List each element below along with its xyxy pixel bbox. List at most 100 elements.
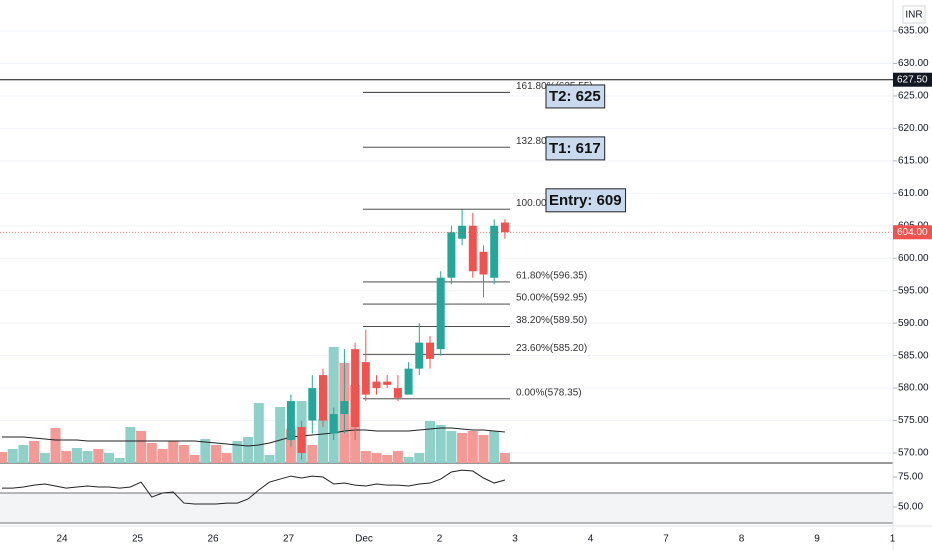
volume-bar — [211, 445, 221, 463]
candle-body — [286, 401, 295, 441]
currency-box — [902, 5, 926, 24]
fib-label: 38.20%(589.50) — [516, 315, 587, 326]
rsi-tick-label: 50.00 — [898, 502, 923, 513]
hline-price-label: 627.50 — [897, 74, 928, 85]
x-tick-label: Dec — [355, 534, 373, 545]
volume-bar — [29, 441, 40, 463]
volume-bar — [125, 427, 136, 463]
y-tick-label: 600.00 — [898, 253, 929, 264]
annotation-label: T1: 617 — [549, 140, 601, 157]
candle-body — [404, 368, 413, 395]
annotation-box — [545, 136, 606, 161]
candle-body — [426, 342, 434, 359]
x-tick-label: 1 — [890, 534, 896, 545]
candle-body — [436, 277, 445, 350]
volume-bar — [457, 433, 468, 463]
hline-price-box — [893, 72, 932, 87]
y-tick-label: 595.00 — [898, 285, 929, 296]
y-tick-label: 625.00 — [898, 91, 929, 102]
y-tick-label: 570.00 — [898, 448, 929, 459]
volume-bar — [446, 431, 457, 463]
volume-bar — [414, 453, 425, 463]
volume-bar — [467, 431, 478, 463]
volume-bar — [71, 448, 82, 463]
x-tick-label: 9 — [814, 534, 820, 545]
volume-bar — [146, 443, 157, 463]
candle-body — [308, 388, 317, 421]
rsi-line — [2, 469, 506, 505]
x-tick-label: 3 — [512, 534, 518, 545]
x-tick-label: 2 — [437, 534, 443, 545]
volume-bar — [489, 431, 500, 463]
volume-bar — [178, 445, 189, 463]
volume-bar — [478, 435, 489, 463]
volume-bar — [253, 403, 264, 463]
volume-bar — [157, 449, 168, 463]
volume-bar — [221, 453, 232, 463]
volume-ma-line — [2, 427, 505, 447]
x-tick-label: 7 — [663, 534, 669, 545]
candle-body — [447, 232, 456, 278]
volume-bar — [318, 419, 328, 463]
annotation-label: Entry: 609 — [549, 192, 622, 209]
volume-bar — [18, 445, 29, 463]
volume-bar — [360, 451, 371, 463]
currency: INR — [905, 10, 922, 21]
y-tick-label: 635.00 — [898, 26, 929, 37]
candle-body — [383, 381, 392, 385]
volume-bar — [243, 437, 254, 463]
volume-bar — [50, 428, 61, 463]
candle-body — [479, 251, 488, 275]
volume-bar — [93, 449, 104, 463]
volume-bar — [189, 455, 200, 463]
volume-bar — [168, 441, 179, 463]
volume-bar — [275, 407, 286, 463]
last-price-label: 604.00 — [897, 227, 928, 238]
volume-bar — [61, 451, 72, 463]
x-tick-label: 25 — [132, 534, 144, 545]
fib-label: 0.00%(578.35) — [516, 387, 582, 398]
candle-body — [393, 388, 402, 398]
volume-bar — [435, 425, 446, 463]
y-tick-label: 580.00 — [898, 383, 929, 394]
candle-body — [351, 349, 360, 428]
volume-bar — [136, 431, 147, 463]
fib-label: 50.00%(592.95) — [516, 293, 587, 304]
candle-body — [329, 414, 338, 434]
candle-body — [500, 222, 509, 233]
y-tick-label: 630.00 — [898, 58, 929, 69]
candle-body — [415, 342, 424, 369]
volume-bar — [382, 455, 393, 463]
candle-body — [372, 381, 381, 389]
volume-bar — [82, 451, 93, 463]
y-tick-label: 610.00 — [898, 188, 929, 199]
volume-bar — [328, 347, 339, 463]
volume-bar — [403, 457, 414, 463]
candle-body — [297, 427, 306, 454]
fib-label: 61.80%(596.35) — [516, 271, 587, 282]
volume-bar — [371, 453, 382, 463]
y-tick-label: 575.00 — [898, 415, 929, 426]
y-tick-label: 585.00 — [898, 350, 929, 361]
annotation-label: T2: 625 — [549, 88, 601, 105]
rsi-tick-label: 75.00 — [898, 472, 923, 483]
volume-bar — [114, 458, 125, 463]
rsi-band — [0, 493, 893, 523]
volume-bar — [307, 445, 318, 463]
annotation-box — [545, 84, 606, 109]
y-tick-label: 590.00 — [898, 318, 929, 329]
volume-bar — [425, 421, 435, 463]
x-tick-label: 26 — [207, 534, 219, 545]
volume-bar — [200, 439, 211, 463]
volume-bar — [104, 453, 114, 463]
candle-body — [468, 225, 477, 272]
annotation-box — [545, 188, 627, 213]
x-tick-label: 4 — [588, 534, 594, 545]
candle-body — [319, 375, 327, 421]
fib-label: 23.60%(585.20) — [516, 343, 587, 354]
y-tick-label: 615.00 — [898, 156, 929, 167]
volume-bar — [392, 451, 403, 463]
volume-bar — [264, 455, 275, 463]
candle-body — [361, 362, 370, 395]
